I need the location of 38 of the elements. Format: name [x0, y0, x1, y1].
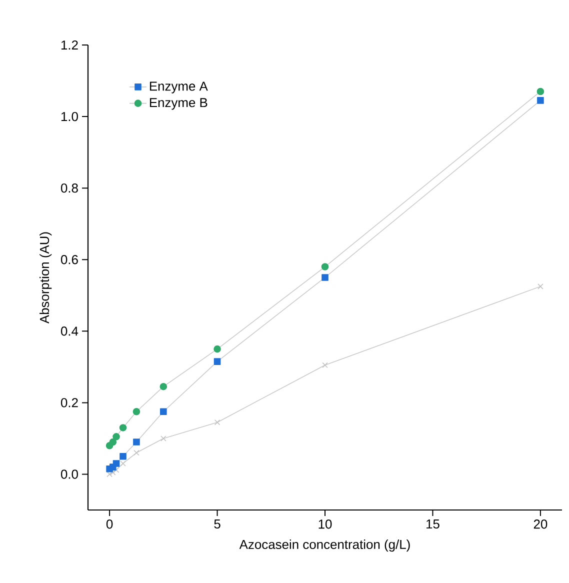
point [322, 274, 328, 281]
y-tick-label: 0.8 [60, 183, 78, 193]
legend-label: Enzyme B [150, 98, 208, 110]
point [214, 345, 221, 353]
x-tick-label: 20 [534, 520, 548, 529]
point [160, 408, 167, 416]
y-axis-title: Absorption (AU) [40, 232, 52, 324]
y-tick-label: 0.2 [60, 398, 78, 408]
point [113, 467, 120, 473]
x-tick-label: 5 [214, 520, 220, 529]
point [160, 436, 166, 442]
y-tick-label: 1.0 [61, 112, 78, 122]
y-tick-label: 0.6 [60, 255, 78, 264]
point [120, 460, 126, 466]
point [112, 460, 120, 467]
point [538, 284, 544, 290]
point [214, 358, 221, 365]
point [120, 452, 126, 460]
x-tick-label: 15 [426, 520, 440, 529]
x-tick-label: 0 [106, 520, 113, 529]
point [537, 97, 544, 104]
point [321, 263, 329, 270]
point [112, 433, 120, 440]
point [214, 419, 220, 426]
point [133, 438, 140, 446]
point [536, 88, 544, 96]
point [109, 438, 117, 446]
x-axis-title: Azocasein concentration (g/L) [239, 540, 410, 552]
point [322, 362, 328, 368]
point [160, 382, 168, 390]
y-tick-label: 0.4 [60, 326, 78, 336]
y-tick-label: 0.0 [60, 470, 78, 479]
point [132, 408, 140, 416]
point [134, 450, 140, 456]
point [119, 424, 127, 432]
legend-label: Enzyme A [150, 82, 208, 94]
x-tick-label: 10 [318, 520, 332, 529]
y-tick-label: 1.2 [61, 40, 78, 50]
